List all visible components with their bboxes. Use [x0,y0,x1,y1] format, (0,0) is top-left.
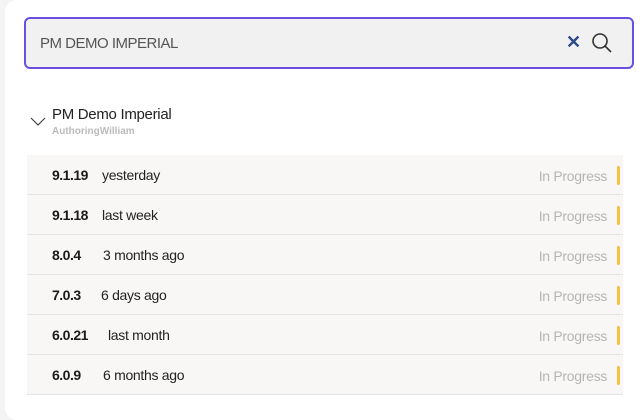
version-row[interactable]: 9.1.19 yesterday In Progress [27,155,623,195]
status-label: In Progress [538,328,608,344]
project-title: PM Demo Imperial [52,106,172,123]
status-indicator [617,366,620,385]
version-number: 6.0.9 [52,367,81,383]
version-date: yesterday [102,167,160,183]
version-number: 8.0.4 [52,247,81,263]
status-label: In Progress [538,368,608,384]
version-number: 6.0.21 [52,327,88,343]
version-number: 7.0.3 [52,287,81,303]
version-list: 9.1.19 yesterday In Progress 9.1.18 last… [27,155,623,395]
status-label: In Progress [538,248,608,264]
version-row[interactable]: 8.0.4 3 months ago In Progress [27,235,623,275]
search-icon[interactable] [590,31,614,55]
search-box: ✕ [24,17,634,69]
status-label: In Progress [538,288,608,304]
version-row[interactable]: 6.0.9 6 months ago In Progress [27,355,623,395]
status-indicator [617,326,620,345]
close-icon[interactable]: ✕ [566,32,582,52]
project-author: AuthoringWilliam [52,126,135,137]
version-date: 6 months ago [103,367,185,383]
version-date: 3 months ago [103,247,185,263]
status-indicator [617,166,620,185]
chevron-down-icon[interactable] [30,116,46,126]
version-date: last month [108,327,170,343]
status-label: In Progress [538,208,608,224]
status-indicator [617,206,620,225]
version-row[interactable]: 6.0.21 last month In Progress [27,315,623,355]
version-number: 9.1.18 [52,207,88,223]
version-row[interactable]: 7.0.3 6 days ago In Progress [27,275,623,315]
status-indicator [617,246,620,265]
search-input[interactable] [40,19,540,67]
status-label: In Progress [538,168,608,184]
version-number: 9.1.19 [52,167,88,183]
status-indicator [617,286,620,305]
version-date: 6 days ago [101,287,167,303]
version-date: last week [102,207,158,223]
version-row[interactable]: 9.1.18 last week In Progress [27,195,623,235]
